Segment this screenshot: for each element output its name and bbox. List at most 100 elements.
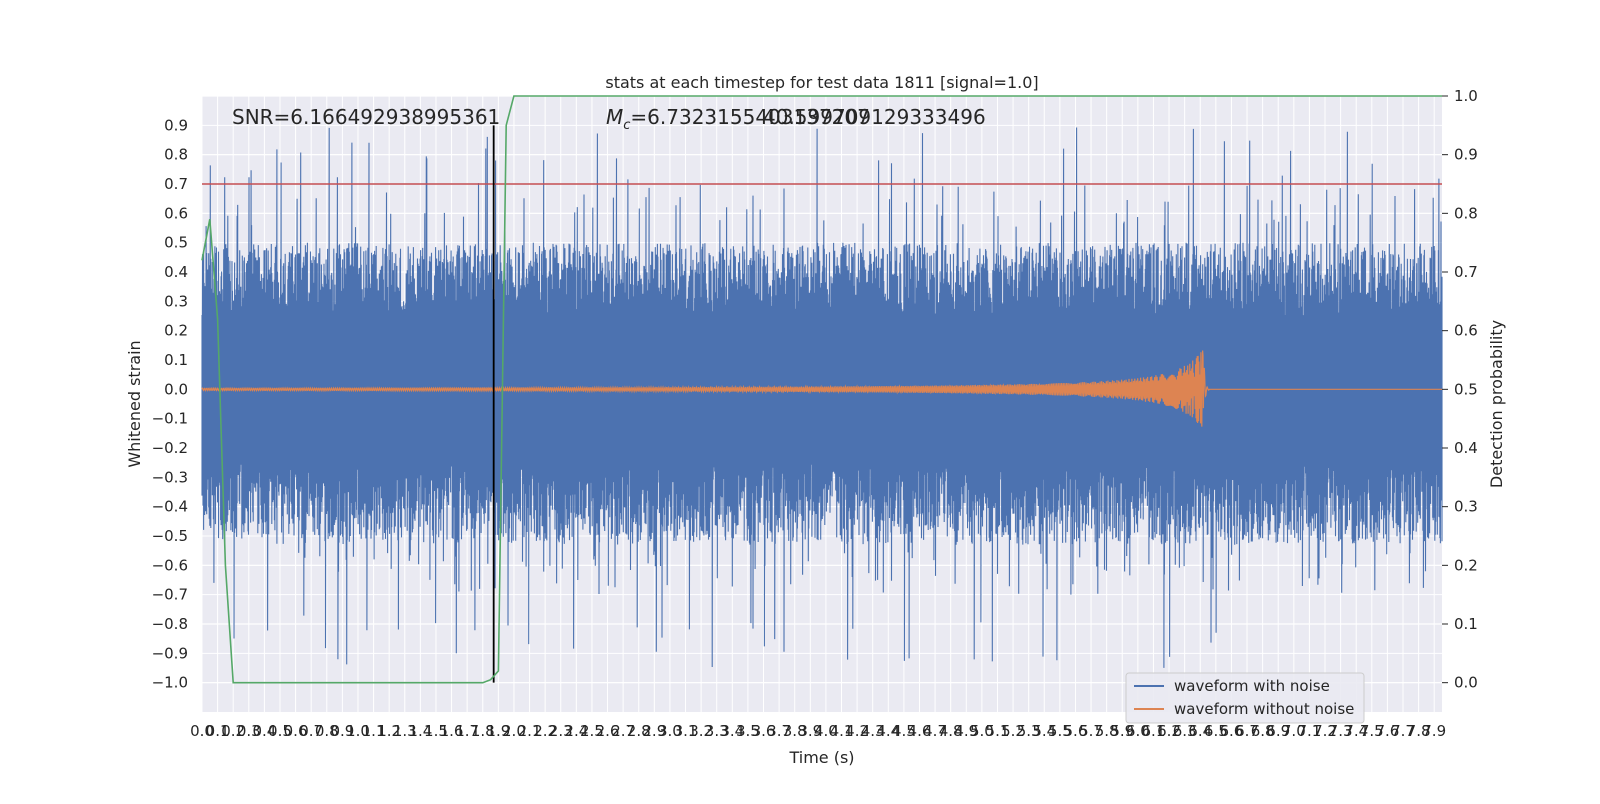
- y2-axis-label: Detection probability: [1487, 320, 1506, 488]
- x-tick-label: 4.8: [939, 722, 963, 740]
- x-tick-label: 0.5: [268, 722, 292, 740]
- x-tick-label: 3.0: [658, 722, 682, 740]
- x-tick-label: 4.4: [876, 722, 900, 740]
- x-axis-label: Time (s): [788, 748, 854, 767]
- x-tick-label: 6.0: [1126, 722, 1150, 740]
- y2-tick-label: 0.3: [1454, 498, 1478, 516]
- x-tick-label: 3.9: [798, 722, 822, 740]
- y2-tick-labels: 1.0 0.9 0.8 0.7 0.6 0.5 0.4 0.3 0.2 0.1 0.0: [1442, 87, 1478, 692]
- y-tick-label: −0.7: [152, 586, 188, 604]
- x-tick-label: 1.4: [408, 722, 432, 740]
- y-tick-label: −0.2: [152, 439, 188, 457]
- legend-label-noisy: waveform with noise: [1174, 677, 1330, 695]
- y-tick-label: −0.8: [152, 615, 188, 633]
- y2-tick-label: 0.8: [1454, 204, 1478, 222]
- x-tick-label: 4.2: [845, 722, 869, 740]
- y2-tick-label: 0.9: [1454, 146, 1478, 164]
- x-tick-label: 2.3: [549, 722, 573, 740]
- series-waveform-without-noise: [201, 350, 1442, 427]
- x-tick-label: 7.2: [1313, 722, 1337, 740]
- y2-tick-label: 1.0: [1454, 87, 1478, 105]
- y2-tick-label: 0.6: [1454, 322, 1478, 340]
- x-tick-label: 5.1: [986, 722, 1010, 740]
- x-tick-labels: 0.00.10.20.30.40.50.60.70.80.91.01.11.21…: [190, 722, 1446, 740]
- y-tick-label: −1.0: [152, 674, 188, 692]
- y-tick-label: 0.1: [164, 351, 188, 369]
- x-tick-label: 4.6: [908, 722, 932, 740]
- x-tick-label: 3.1: [674, 722, 698, 740]
- x-tick-label: 6.2: [1157, 722, 1181, 740]
- x-tick-label: 4.5: [892, 722, 916, 740]
- x-tick-label: 1.2: [377, 722, 401, 740]
- x-tick-label: 5.4: [1032, 722, 1056, 740]
- detection-probability-line: [201, 95, 1442, 684]
- y-tick-labels: 0.9 0.8 0.7 0.6 0.5 0.4 0.3 0.2 0.1 0.0 −0.1 −0.2 −0…: [152, 116, 188, 691]
- x-tick-label: 2.8: [627, 722, 651, 740]
- y2-tick-label: 0.5: [1454, 380, 1478, 398]
- x-tick-label: 7.4: [1344, 722, 1368, 740]
- x-tick-label: 3.4: [720, 722, 744, 740]
- y-tick-label: −0.3: [152, 468, 188, 486]
- x-tick-label: 0.0: [190, 722, 214, 740]
- clean-waveform-line: [201, 350, 1442, 427]
- y2-tick-label: 0.7: [1454, 263, 1478, 281]
- x-tick-label: 4.9: [954, 722, 978, 740]
- y2-tick-label: 0.4: [1454, 439, 1478, 457]
- x-tick-label: 7.8: [1407, 722, 1431, 740]
- y-tick-label: 0.6: [164, 204, 188, 222]
- chart-title: stats at each timestep for test data 181…: [605, 73, 1038, 92]
- x-tick-label: 0.8: [315, 722, 339, 740]
- y-tick-label: 0.4: [164, 263, 188, 281]
- x-tick-label: 2.0: [502, 722, 526, 740]
- series-detection-probability: [201, 95, 1442, 684]
- x-tick-label: 2.9: [642, 722, 666, 740]
- x-tick-label: 4.3: [861, 722, 885, 740]
- y2-tick-label: 0.1: [1454, 615, 1478, 633]
- chirp-mass-annotation: Mc=6.7323155403137207: [606, 105, 870, 133]
- x-tick-label: 2.5: [580, 722, 604, 740]
- x-tick-label: 6.7: [1235, 722, 1259, 740]
- y-tick-label: −0.5: [152, 527, 188, 545]
- x-tick-label: 6.3: [1173, 722, 1197, 740]
- x-tick-label: 1.5: [424, 722, 448, 740]
- x-tick-label: 0.2: [221, 722, 245, 740]
- legend-label-clean: waveform without noise: [1174, 700, 1354, 718]
- x-tick-label: 7.1: [1297, 722, 1321, 740]
- x-tick-label: 2.6: [596, 722, 620, 740]
- y-axis-label: Whitened strain: [125, 340, 144, 467]
- x-tick-label: 5.5: [1048, 722, 1072, 740]
- x-tick-label: 1.9: [486, 722, 510, 740]
- x-tick-label: 0.6: [284, 722, 308, 740]
- x-tick-label: 2.1: [518, 722, 542, 740]
- x-tick-label: 1.3: [393, 722, 417, 740]
- x-tick-label: 6.5: [1204, 722, 1228, 740]
- x-tick-label: 3.2: [689, 722, 713, 740]
- x-tick-label: 6.4: [1188, 722, 1212, 740]
- x-tick-label: 3.3: [705, 722, 729, 740]
- y-tick-label: −0.6: [152, 556, 188, 574]
- x-tick-label: 7.9: [1422, 722, 1446, 740]
- series-waveform-with-noise: [201, 127, 1443, 668]
- legend: waveform with noise waveform without noi…: [1125, 672, 1365, 724]
- x-tick-label: 5.2: [1001, 722, 1025, 740]
- x-tick-label: 1.0: [346, 722, 370, 740]
- x-tick-label: 5.7: [1079, 722, 1103, 740]
- x-tick-label: 3.6: [752, 722, 776, 740]
- y-tick-label: 0.5: [164, 234, 188, 252]
- x-tick-label: 5.3: [1017, 722, 1041, 740]
- x-tick-label: 6.9: [1266, 722, 1290, 740]
- x-tick-label: 5.0: [970, 722, 994, 740]
- x-tick-label: 2.7: [611, 722, 635, 740]
- x-tick-label: 3.7: [767, 722, 791, 740]
- chirp-mass-overlay-annotation: 40.599709129333496: [763, 105, 986, 129]
- x-tick-label: 7.5: [1360, 722, 1384, 740]
- x-tick-label: 0.1: [206, 722, 230, 740]
- x-tick-label: 0.3: [237, 722, 261, 740]
- y-tick-label: −0.9: [152, 644, 188, 662]
- x-tick-label: 7.7: [1391, 722, 1415, 740]
- x-tick-label: 1.6: [440, 722, 464, 740]
- y2-tick-label: 0.2: [1454, 556, 1478, 574]
- x-tick-label: 1.1: [362, 722, 386, 740]
